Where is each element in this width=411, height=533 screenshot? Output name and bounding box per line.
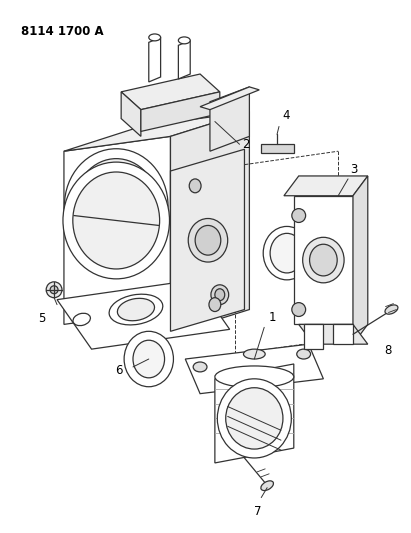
- Ellipse shape: [211, 285, 229, 304]
- Ellipse shape: [215, 289, 225, 301]
- Polygon shape: [284, 176, 368, 196]
- Polygon shape: [210, 87, 249, 151]
- Ellipse shape: [118, 298, 155, 321]
- Text: 1: 1: [269, 311, 277, 325]
- Ellipse shape: [217, 379, 291, 458]
- Ellipse shape: [309, 244, 337, 276]
- Polygon shape: [185, 344, 323, 394]
- Text: 6: 6: [115, 365, 123, 377]
- Polygon shape: [294, 196, 353, 325]
- Ellipse shape: [65, 149, 168, 263]
- Polygon shape: [141, 92, 220, 132]
- Ellipse shape: [149, 34, 161, 41]
- Polygon shape: [121, 92, 141, 136]
- Ellipse shape: [243, 349, 265, 359]
- Ellipse shape: [73, 313, 90, 326]
- Polygon shape: [304, 325, 323, 349]
- Polygon shape: [121, 74, 220, 110]
- Ellipse shape: [195, 225, 221, 255]
- Text: 7: 7: [254, 505, 261, 519]
- Polygon shape: [215, 364, 294, 463]
- Ellipse shape: [297, 349, 311, 359]
- Ellipse shape: [209, 297, 221, 311]
- Ellipse shape: [178, 37, 190, 44]
- Ellipse shape: [46, 282, 62, 297]
- Polygon shape: [64, 111, 249, 151]
- Polygon shape: [353, 176, 368, 344]
- Ellipse shape: [124, 332, 173, 387]
- Ellipse shape: [73, 172, 159, 269]
- Polygon shape: [64, 136, 171, 325]
- Ellipse shape: [193, 362, 207, 372]
- Text: 3: 3: [350, 163, 358, 176]
- Ellipse shape: [188, 219, 228, 262]
- Ellipse shape: [215, 366, 294, 387]
- Ellipse shape: [133, 340, 164, 378]
- Text: 8: 8: [384, 344, 391, 357]
- Ellipse shape: [63, 162, 169, 279]
- Ellipse shape: [50, 286, 58, 294]
- Ellipse shape: [261, 481, 273, 490]
- Text: 8114 1700 A: 8114 1700 A: [21, 25, 103, 37]
- Ellipse shape: [74, 159, 158, 253]
- Text: 4: 4: [282, 109, 289, 122]
- Ellipse shape: [270, 233, 304, 273]
- Polygon shape: [178, 41, 190, 79]
- Ellipse shape: [263, 227, 311, 280]
- Polygon shape: [200, 87, 259, 110]
- Text: 2: 2: [242, 138, 250, 151]
- Ellipse shape: [182, 288, 199, 301]
- Polygon shape: [171, 111, 249, 334]
- Polygon shape: [299, 325, 368, 344]
- Polygon shape: [57, 280, 230, 349]
- Polygon shape: [333, 325, 353, 344]
- Ellipse shape: [109, 294, 163, 325]
- Ellipse shape: [385, 305, 398, 314]
- Ellipse shape: [302, 237, 344, 283]
- Ellipse shape: [292, 303, 306, 317]
- Ellipse shape: [292, 208, 306, 222]
- Polygon shape: [149, 37, 161, 82]
- Text: 5: 5: [39, 311, 46, 325]
- Ellipse shape: [226, 387, 283, 449]
- Polygon shape: [171, 149, 245, 332]
- Polygon shape: [261, 144, 294, 153]
- Ellipse shape: [189, 179, 201, 193]
